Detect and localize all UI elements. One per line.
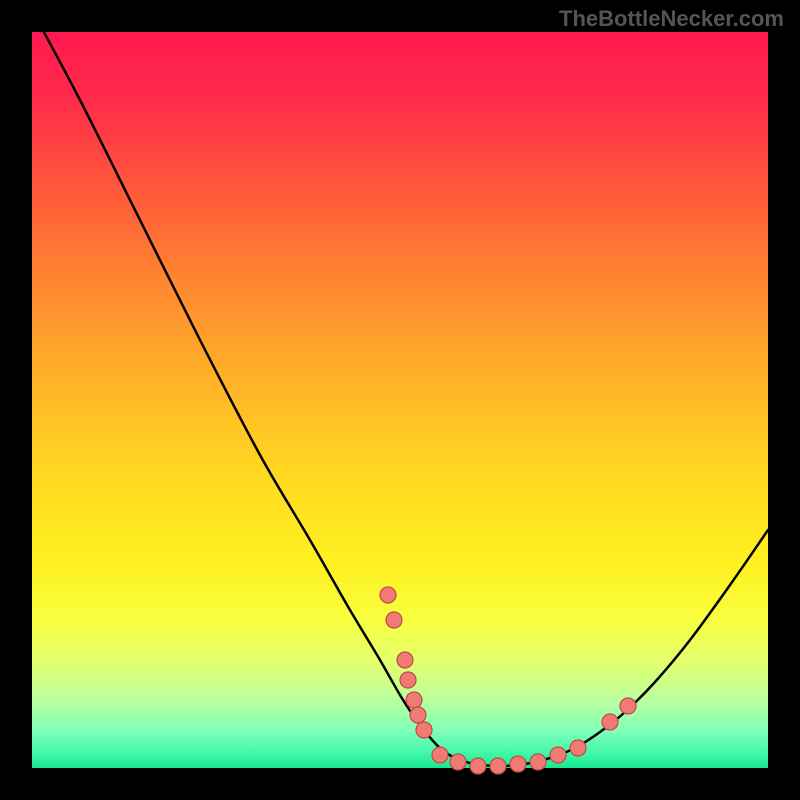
data-point-marker (397, 652, 413, 668)
data-point-marker (380, 587, 396, 603)
data-point-marker (386, 612, 402, 628)
data-point-marker (470, 758, 486, 774)
data-point-marker (400, 672, 416, 688)
data-point-marker (406, 692, 422, 708)
chart-container: TheBottleNecker.com (0, 0, 800, 800)
data-point-marker (570, 740, 586, 756)
data-point-marker (530, 754, 546, 770)
data-point-marker (432, 747, 448, 763)
bottleneck-curve (32, 10, 768, 766)
data-point-marker (490, 758, 506, 774)
data-point-marker (450, 754, 466, 770)
data-point-marker (410, 707, 426, 723)
chart-overlay (0, 0, 800, 800)
data-point-marker (602, 714, 618, 730)
data-point-marker (510, 756, 526, 772)
data-point-marker (416, 722, 432, 738)
data-point-marker (620, 698, 636, 714)
data-point-marker (550, 747, 566, 763)
